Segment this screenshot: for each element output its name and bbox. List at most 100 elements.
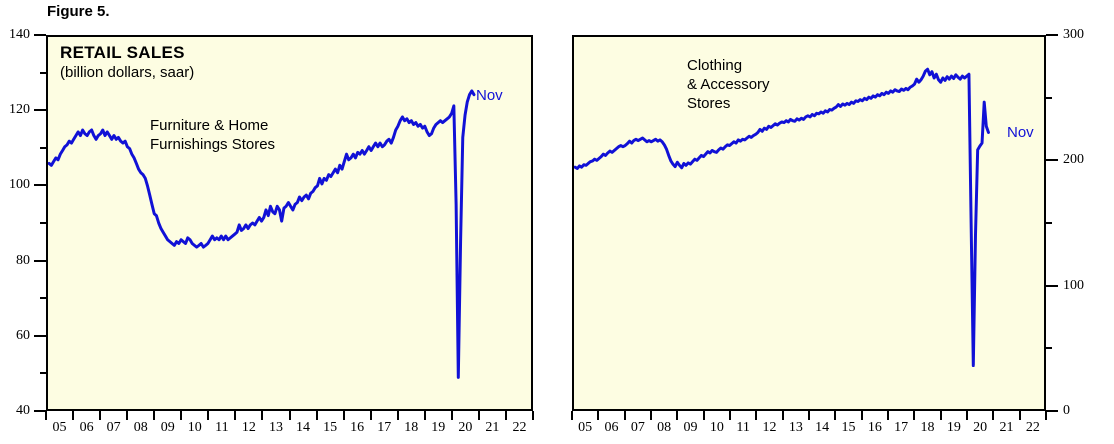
y-tick <box>34 334 46 337</box>
y-tick-label: 40 <box>16 403 30 418</box>
figure-label: Figure 5. <box>47 3 110 20</box>
x-tick <box>729 411 731 420</box>
x-tick-label: 14 <box>815 420 830 435</box>
y-tick <box>1046 284 1058 287</box>
y-tick-label: 60 <box>16 327 30 343</box>
x-tick-label: 05 <box>52 420 67 435</box>
y-tick-label: 100 <box>9 177 30 193</box>
y-tick <box>1046 410 1058 412</box>
clothing-chart-line <box>574 67 990 368</box>
y-tick-label: 80 <box>16 252 30 268</box>
series-label-clothing: Clothing & Accessory Stores <box>687 57 770 112</box>
x-tick-label: 19 <box>946 420 961 435</box>
x-tick-label: 15 <box>323 420 338 435</box>
x-tick <box>939 411 942 420</box>
x-tick-label: 21 <box>485 420 500 435</box>
x-tick-label: 12 <box>762 420 777 435</box>
chart-title: RETAIL SALES <box>60 43 185 62</box>
x-tick-label: 18 <box>920 420 935 435</box>
x-tick <box>99 411 102 420</box>
x-tick <box>477 411 480 420</box>
y-tick-label: 300 <box>1063 27 1084 42</box>
x-tick <box>992 411 995 420</box>
x-tick-label: 08 <box>657 420 672 435</box>
x-tick <box>1018 411 1021 420</box>
x-tick <box>45 411 47 420</box>
y-tick <box>34 34 46 36</box>
x-tick-label: 06 <box>79 420 94 435</box>
clothing-line-chart <box>574 67 990 368</box>
x-tick-label: 08 <box>133 420 148 435</box>
x-tick-label: 15 <box>841 420 856 435</box>
clothing-chart-panel: Clothing & Accessory Stores Nov <box>572 35 1046 411</box>
x-tick-label: 20 <box>458 420 473 435</box>
x-tick <box>913 411 916 420</box>
y-tick <box>34 109 46 112</box>
x-tick-label: 20 <box>973 420 988 435</box>
chart-subtitle: (billion dollars, saar) <box>60 64 195 81</box>
x-tick <box>887 411 889 420</box>
x-tick-label: 18 <box>404 420 419 435</box>
x-tick <box>597 411 600 420</box>
x-tick <box>234 411 237 420</box>
x-tick-label: 09 <box>683 420 698 435</box>
x-tick <box>369 411 372 420</box>
y-tick <box>1046 34 1058 36</box>
x-tick <box>650 411 652 420</box>
x-tick-label: 14 <box>296 420 311 435</box>
x-tick-label: 16 <box>350 420 365 435</box>
furniture-chart-line <box>48 89 476 379</box>
y-tick-label: 200 <box>1063 152 1084 168</box>
x-tick <box>72 411 75 420</box>
x-tick <box>288 411 291 420</box>
y-minor-tick <box>1046 96 1052 99</box>
x-tick <box>396 411 399 420</box>
x-tick <box>315 411 318 420</box>
x-tick <box>423 411 426 420</box>
y-tick <box>34 410 46 412</box>
y-tick-label: 120 <box>9 102 30 118</box>
y-tick-label: 140 <box>9 27 30 42</box>
x-tick <box>126 411 129 420</box>
x-tick-label: 07 <box>106 420 121 435</box>
y-tick <box>34 259 46 262</box>
x-tick-label: 13 <box>268 420 283 435</box>
y-tick <box>34 184 46 187</box>
x-tick <box>755 411 758 420</box>
x-tick <box>342 411 345 420</box>
x-tick-label: 11 <box>215 420 229 435</box>
x-tick-label: 05 <box>578 420 593 435</box>
x-tick <box>808 411 810 420</box>
x-tick <box>676 411 679 420</box>
x-tick-label: 10 <box>187 420 202 435</box>
x-tick <box>781 411 784 420</box>
x-tick-label: 19 <box>431 420 446 435</box>
x-tick-label: 22 <box>512 420 527 435</box>
x-tick <box>1045 411 1047 420</box>
x-tick <box>532 411 534 420</box>
x-tick <box>623 411 626 420</box>
x-tick-label: 07 <box>630 420 645 435</box>
y-tick-label: 100 <box>1063 277 1084 293</box>
x-tick <box>450 411 453 420</box>
x-tick-label: 09 <box>160 420 175 435</box>
x-tick <box>702 411 705 420</box>
y-minor-tick <box>1046 347 1052 350</box>
nov-annotation-right: Nov <box>1007 124 1034 141</box>
x-tick-label: 12 <box>241 420 256 435</box>
x-tick <box>966 411 968 420</box>
x-tick-label: 06 <box>604 420 619 435</box>
x-tick <box>180 411 183 420</box>
y-tick-label: 0 <box>1063 403 1070 418</box>
series-label-furniture: Furniture & Home Furnishings Stores <box>150 117 276 153</box>
x-tick-label: 11 <box>736 420 750 435</box>
x-tick <box>834 411 837 420</box>
x-tick-label: 16 <box>867 420 882 435</box>
x-tick-label: 22 <box>1025 420 1040 435</box>
furniture-chart-panel: RETAIL SALES (billion dollars, saar) Fur… <box>46 35 533 411</box>
x-tick <box>207 411 210 420</box>
x-tick-label: 21 <box>999 420 1014 435</box>
x-tick <box>261 411 264 420</box>
x-tick <box>571 411 573 420</box>
